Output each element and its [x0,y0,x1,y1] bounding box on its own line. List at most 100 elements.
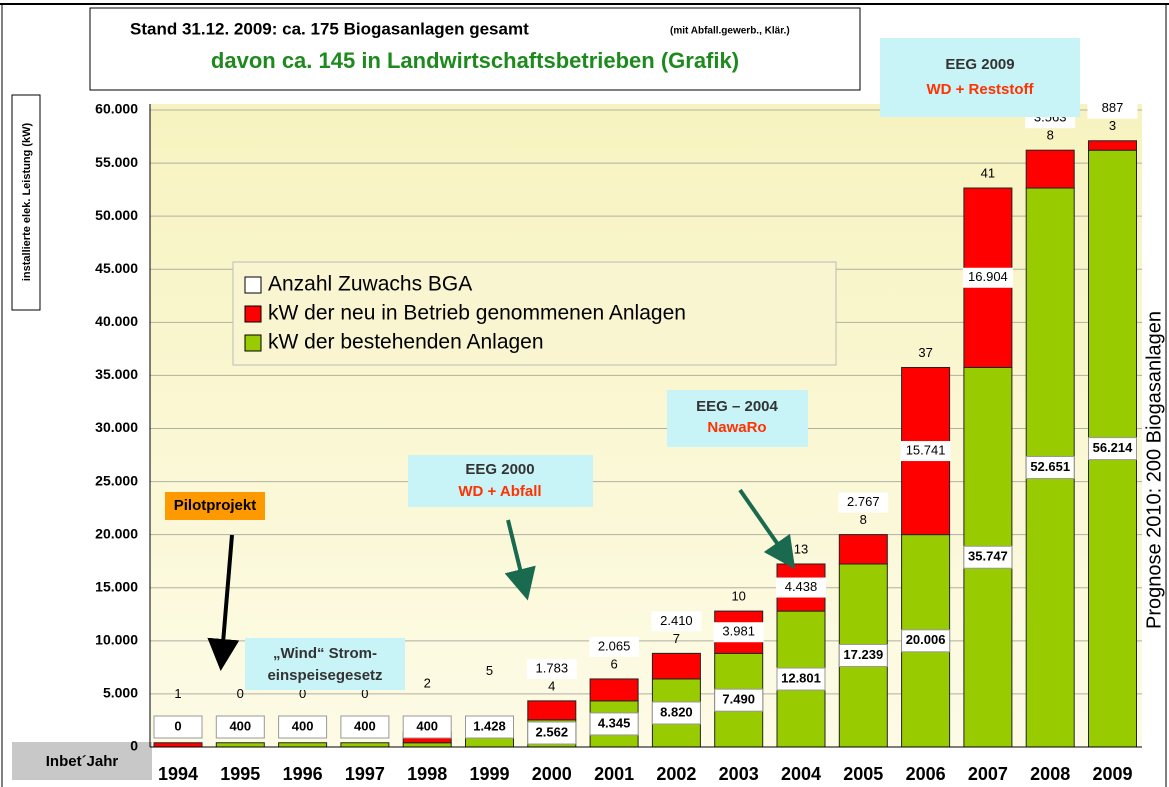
x-tick-label: 1997 [345,764,385,784]
count-label: 8 [1047,128,1054,143]
legend-swatch [244,276,262,294]
annotation-box [165,492,265,520]
box-label: 4.345 [598,715,631,730]
count-label: 2 [424,675,431,690]
box-label: 35.747 [968,549,1008,564]
annotation-text: „Wind“ Strom- [273,645,377,662]
x-tick-label: 1998 [407,764,447,784]
box-label: 56.214 [1093,440,1134,455]
box-label: 17.239 [843,647,883,662]
count-label: 6 [610,656,617,671]
bar-segment [838,534,888,565]
label-box [962,267,1013,288]
count-label: 13 [794,541,808,556]
x-tick-label: 1996 [283,764,323,784]
value-label: 2.410 [660,613,693,628]
chart-title: Stand 31.12. 2009: ca. 175 Biogasanlagen… [130,19,529,38]
count-label: 3 [1109,118,1116,133]
label-box [1025,456,1075,480]
box-label: 12.801 [781,670,821,685]
value-label: 2.065 [598,638,631,653]
label-box [901,629,951,653]
x-tick-label: 2000 [532,764,572,784]
label-box [153,715,203,739]
value-label: 16.904 [968,269,1008,284]
label-box [215,715,265,739]
x-tick-label: 2002 [656,764,696,784]
y-tick-label: 40.000 [95,313,138,329]
label-box [900,441,951,462]
y-tick-label: 10.000 [95,632,138,648]
label-box [963,545,1013,569]
arrow [207,534,240,671]
label-box [465,715,514,739]
count-label: 8 [860,512,867,527]
box-label: 0 [174,718,181,733]
annotation-text: NawaRo [707,419,766,436]
value-label: 2.767 [847,494,880,509]
label-box [589,636,640,657]
x-tick-label: 2003 [719,764,759,784]
label-box [340,715,390,739]
x-tick-label: 2009 [1092,764,1132,784]
x-tick-label: 2006 [906,764,946,784]
annotation-text: EEG – 2004 [696,398,778,415]
bar-segment [589,678,639,702]
title-note: (mit Abfall.gewerb., Klär.) [670,26,790,37]
legend-label: kW der neu in Betrieb genommenen Anlagen [268,302,686,325]
annotation-text: EEG 2009 [945,56,1014,73]
legend-label: Anzahl Zuwachs BGA [268,273,472,296]
bar-segment [1025,149,1075,189]
y-tick-label: 5.000 [103,685,138,701]
annotation-box [667,390,808,447]
box-label: 400 [292,718,314,733]
x-tick-label: 1994 [158,764,198,784]
annotation-box [245,638,405,690]
label-box [651,611,702,632]
legend-swatch [244,305,262,323]
subtitle: davon ca. 145 in Landwirtschaftsbetriebe… [211,48,739,73]
box-label: 2.562 [536,724,569,739]
legend [232,261,837,366]
x-tick-label: 2005 [843,764,883,784]
x-axis-label: Inbet´Jahr [46,753,119,770]
bar-segment [215,742,265,748]
bar-segment [527,700,577,721]
box-label: 400 [416,718,438,733]
bar-segment [1088,140,1137,151]
annotation-text: WD + Abfall [458,483,541,500]
x-tick-label: 2007 [968,764,1008,784]
box-label: 20.006 [906,632,946,647]
label-box [526,658,577,679]
legend-swatch [244,334,262,352]
label-box [776,577,826,598]
x-tick-label: 2004 [781,764,821,784]
y-axis-label: installierte elek. Leistung (kW) [21,123,33,282]
count-label: 7 [673,631,680,646]
annotation-text: EEG 2000 [465,461,534,478]
box-label: 7.490 [722,692,755,707]
x-tick-label: 1995 [220,764,260,784]
value-label: 15.741 [906,442,946,457]
label-box [589,712,639,736]
count-label: 0 [361,686,368,701]
y-tick-label: 20.000 [95,525,138,541]
bar-segment [340,742,390,748]
bar-segment [402,742,452,748]
label-box [278,715,328,739]
bar-segment [278,742,328,748]
box-label: 52.651 [1030,459,1070,474]
count-label: 1 [174,686,181,701]
y-tick-label: 55.000 [95,154,138,170]
bar-segment [651,652,701,680]
annotation-text: WD + Reststoff [926,81,1034,98]
label-box [651,701,701,725]
box-label: 400 [354,718,376,733]
y-tick-label: 15.000 [95,578,138,594]
annotation-text: Pilotprojekt [174,497,257,514]
right-label: Prognose 2010: 200 Biogasanlagen [1143,311,1165,629]
y-tick-label: 30.000 [95,419,138,435]
count-label: 41 [981,165,995,180]
y-label-box [11,94,41,311]
legend-label: kW der bestehenden Anlagen [268,331,544,354]
